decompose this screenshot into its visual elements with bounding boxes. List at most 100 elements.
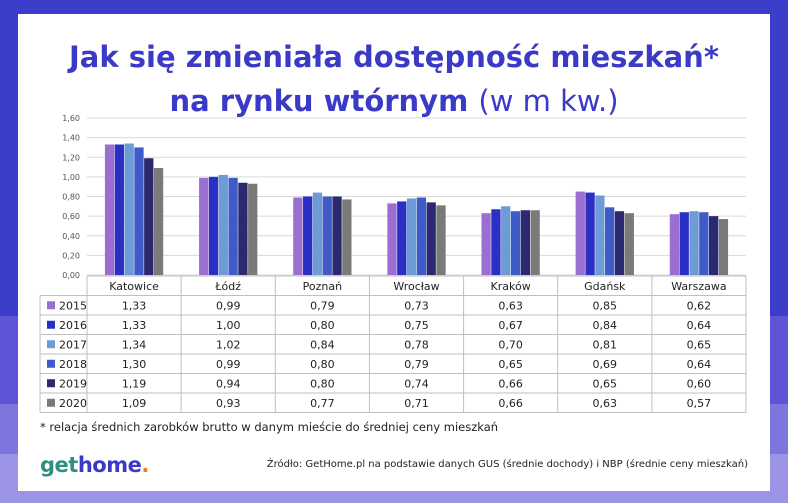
bar (614, 211, 625, 275)
y-tick-label: 0,20 (62, 251, 80, 260)
category-label: Wrocław (393, 280, 439, 293)
logo-part-home: home (77, 453, 142, 477)
bar (689, 211, 699, 275)
bar (397, 201, 407, 275)
bar (624, 213, 634, 275)
bar (436, 205, 446, 275)
bar (679, 212, 689, 275)
data-label: 1,34 (122, 339, 147, 352)
data-label: 0,62 (687, 300, 712, 313)
data-label: 0,63 (593, 397, 618, 410)
bar (114, 144, 125, 275)
legend-swatch (47, 359, 55, 368)
data-label: 0,67 (498, 319, 523, 332)
bar (708, 216, 719, 275)
legend-swatch (47, 398, 55, 407)
bar (491, 209, 501, 275)
bar (322, 196, 332, 275)
bar (248, 183, 258, 275)
bar (605, 207, 615, 275)
data-label: 1,30 (122, 358, 147, 371)
data-label: 0,93 (216, 397, 241, 410)
bar (595, 195, 605, 275)
bar (332, 196, 342, 275)
bar (303, 196, 313, 275)
y-tick-label: 1,60 (62, 114, 80, 123)
bar (124, 143, 134, 275)
bar (510, 211, 521, 275)
bar (585, 192, 595, 275)
data-label: 0,65 (593, 378, 618, 391)
data-label: 0,80 (310, 378, 335, 391)
data-label: 0,65 (498, 358, 523, 371)
data-label: 0,79 (310, 300, 335, 313)
data-label: 0,80 (310, 319, 335, 332)
data-label: 0,57 (687, 397, 712, 410)
data-label: 0,77 (310, 397, 335, 410)
logo-part-get: get (40, 453, 78, 477)
y-tick-label: 1,00 (62, 173, 80, 182)
legend-label: 2020 (59, 397, 87, 410)
legend-label: 2019 (59, 378, 87, 391)
data-label: 1,19 (122, 378, 147, 391)
legend-swatch (47, 340, 55, 349)
bar (153, 168, 164, 275)
data-label: 0,85 (593, 300, 618, 313)
data-label: 0,69 (593, 358, 618, 371)
bar (501, 206, 511, 275)
data-label: 0,75 (404, 319, 429, 332)
data-label: 0,64 (687, 358, 712, 371)
data-label: 0,60 (687, 378, 712, 391)
legend-swatch (47, 301, 55, 310)
bar (208, 176, 219, 275)
category-label: Łódź (214, 280, 241, 293)
data-label: 0,71 (404, 397, 429, 410)
bar (387, 203, 397, 275)
y-tick-label: 0,40 (62, 232, 80, 241)
category-label: Gdańsk (584, 280, 626, 293)
category-label: Warszawa (671, 280, 726, 293)
bar (718, 219, 729, 275)
bar (481, 213, 491, 275)
data-label: 0,74 (404, 378, 429, 391)
y-tick-label: 0,00 (62, 271, 80, 280)
gethome-logo: gethome. (40, 453, 149, 477)
data-label: 0,80 (310, 358, 335, 371)
bar (134, 147, 144, 275)
subtitle-bold: na rynku wtórnym (169, 84, 469, 118)
bar (530, 210, 540, 275)
data-label: 1,33 (122, 319, 147, 332)
bar (144, 158, 154, 275)
data-label: 0,79 (404, 358, 429, 371)
data-label: 0,84 (593, 319, 618, 332)
bar (218, 174, 228, 275)
source-note: Źródło: GetHome.pl na podstawie danych G… (266, 459, 748, 470)
data-label: 0,78 (404, 339, 429, 352)
bar (416, 197, 427, 275)
legend-label: 2017 (59, 339, 87, 352)
data-label: 0,66 (498, 378, 523, 391)
data-label: 0,99 (216, 300, 241, 313)
data-label: 0,99 (216, 358, 241, 371)
y-tick-label: 0,80 (62, 193, 80, 202)
logo-dot: . (141, 453, 149, 477)
footnote: * relacja średnich zarobków brutto w dan… (40, 420, 499, 434)
bar (699, 212, 709, 275)
bar (104, 144, 115, 275)
bar (669, 214, 680, 275)
data-label: 0,81 (593, 339, 618, 352)
bar (426, 202, 436, 275)
bar (238, 182, 248, 275)
data-label: 0,65 (687, 339, 712, 352)
data-label: 0,84 (310, 339, 335, 352)
data-label: 0,63 (498, 300, 523, 313)
data-label: 0,64 (687, 319, 712, 332)
bar (406, 198, 417, 275)
chart-subtitle: na rynku wtórnym (w m kw.) (0, 84, 788, 118)
data-label: 1,00 (216, 319, 241, 332)
subtitle-unit: (w m kw.) (478, 84, 619, 118)
data-label: 0,94 (216, 378, 241, 391)
bar (293, 197, 303, 275)
category-label: Poznań (303, 280, 342, 293)
bar (520, 210, 530, 275)
